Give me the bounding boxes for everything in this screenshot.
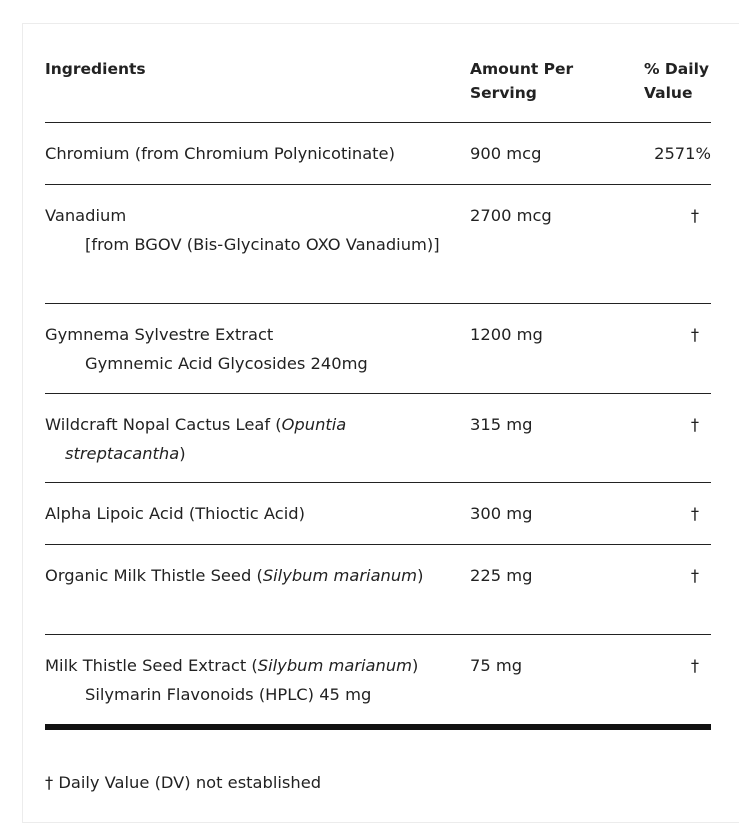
- ingredient-dv: †: [690, 504, 699, 523]
- ingredient-sub: [from BGOV (Bis-Glycinato OXO Vanadium)]: [85, 235, 440, 254]
- ingredient-sub: Gymnemic Acid Glycosides 240mg: [85, 354, 368, 373]
- ingredient-dv: 2571%: [654, 144, 711, 163]
- ingredient-dv: †: [690, 325, 699, 344]
- ingredient-name: Wildcraft Nopal Cactus Leaf (Opuntia str…: [45, 415, 347, 463]
- ingredients-table: Ingredients Amount Per Serving % Daily V…: [45, 57, 711, 730]
- ingredient-dv: †: [690, 206, 699, 225]
- ingredient-name: Milk Thistle Seed Extract (Silybum maria…: [45, 656, 419, 675]
- ingredient-amount: 315 mg: [470, 415, 533, 434]
- ingredient-amount: 75 mg: [470, 656, 523, 675]
- table-header: Ingredients Amount Per Serving % Daily V…: [45, 57, 711, 123]
- latin-name: Silybum marianum: [262, 566, 418, 585]
- table-row: Wildcraft Nopal Cactus Leaf (Opuntia str…: [45, 394, 711, 483]
- ingredient-name: Gymnema Sylvestre Extract: [45, 325, 274, 344]
- table-row: Organic Milk Thistle Seed (Silybum maria…: [45, 545, 711, 635]
- table-row: Chromium (from Chromium Polynicotinate) …: [45, 123, 711, 185]
- ingredient-sub: Silymarin Flavonoids (HPLC) 45 mg: [85, 685, 372, 704]
- ingredient-amount: 225 mg: [470, 566, 533, 585]
- ingredient-name: Organic Milk Thistle Seed (Silybum maria…: [45, 566, 424, 585]
- ingredient-dv: †: [690, 415, 699, 434]
- table-row: Gymnema Sylvestre Extract Gymnemic Acid …: [45, 304, 711, 394]
- ingredient-amount: 900 mcg: [470, 144, 542, 163]
- latin-name: Silybum marianum: [257, 656, 413, 675]
- ingredient-name: Chromium (from Chromium Polynicotinate): [45, 144, 395, 163]
- header-ingredients: Ingredients: [45, 60, 146, 78]
- table-row: Milk Thistle Seed Extract (Silybum maria…: [45, 635, 711, 730]
- table-row: Vanadium [from BGOV (Bis-Glycinato OXO V…: [45, 185, 711, 304]
- ingredient-name: Vanadium: [45, 206, 127, 225]
- header-amount: Amount Per Serving: [470, 60, 574, 102]
- ingredient-amount: 300 mg: [470, 504, 533, 523]
- ingredient-dv: †: [690, 566, 699, 585]
- table-row: Alpha Lipoic Acid (Thioctic Acid) 300 mg…: [45, 483, 711, 545]
- ingredient-amount: 1200 mg: [470, 325, 543, 344]
- footnote: † Daily Value (DV) not established: [45, 773, 322, 792]
- ingredient-amount: 2700 mcg: [470, 206, 552, 225]
- ingredient-name: Alpha Lipoic Acid (Thioctic Acid): [45, 504, 305, 523]
- latin-name: Opuntia streptacantha: [65, 415, 347, 463]
- header-daily-value: % Daily Value: [644, 60, 709, 102]
- ingredient-dv: †: [690, 656, 699, 675]
